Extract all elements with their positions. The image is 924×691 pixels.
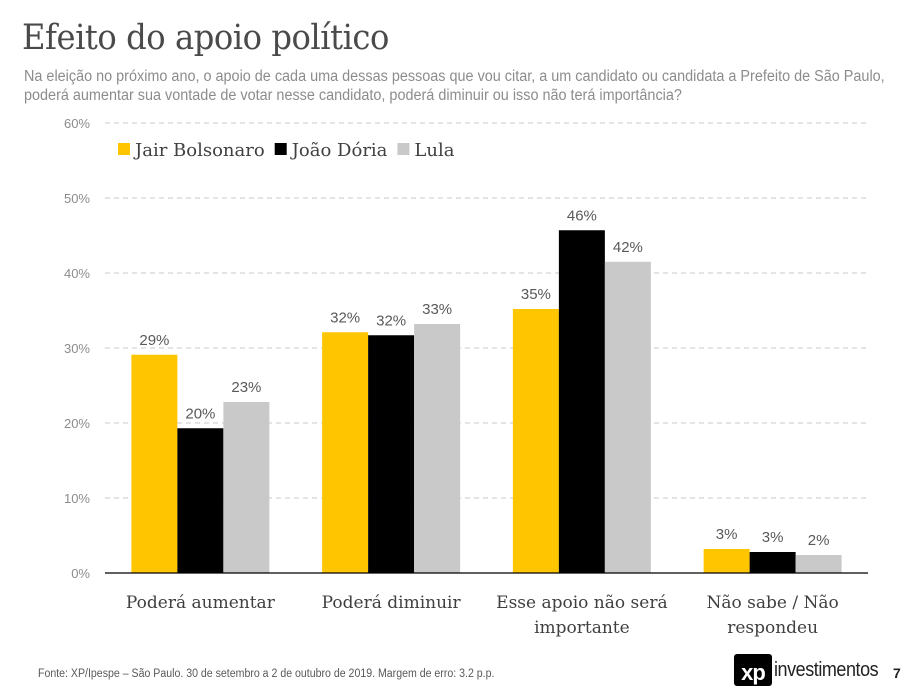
bar (703, 549, 750, 573)
bar (795, 555, 842, 573)
category-label: Poderá diminuir (322, 593, 462, 613)
category-label: Esse apoio não será (496, 593, 667, 613)
data-label: 42% (613, 239, 643, 256)
bar (414, 324, 461, 573)
bar (322, 332, 369, 573)
data-label: 23% (231, 379, 261, 396)
legend-label: Lula (414, 140, 454, 161)
legend-swatch (397, 143, 410, 155)
category-labels: Poderá aumentar Poderá diminuir Esse apoio… (126, 593, 839, 638)
xp-logo-mark: xp (734, 654, 772, 686)
bar (512, 309, 559, 573)
y-tick-label: 50% (64, 191, 90, 206)
category-label: Poderá aumentar (126, 593, 276, 613)
source-footnote: Fonte: XP/Ipespe – São Paulo. 30 de sete… (38, 668, 495, 680)
legend-label: João Dória (290, 140, 388, 161)
legend-label: Jair Bolsonaro (133, 140, 265, 161)
y-tick-label: 10% (64, 491, 90, 506)
y-axis-ticks: 0% 10% 20% 30% 40% 50% 60% (64, 116, 90, 581)
page-number: 7 (893, 665, 901, 681)
page-title: Efeito do apoio político (22, 18, 389, 58)
bar (558, 230, 605, 573)
data-label: 2% (808, 532, 830, 549)
logo-text: investimentos (774, 658, 879, 681)
xp-investimentos-logo: xp investimentos (734, 654, 890, 686)
bar (604, 261, 651, 573)
legend: Jair Bolsonaro João Dória Lula (118, 140, 455, 161)
category-label: importante (534, 618, 630, 638)
y-tick-label: 30% (64, 341, 90, 356)
data-label: 3% (716, 526, 738, 543)
data-label: 35% (521, 286, 551, 303)
bar (223, 402, 270, 573)
bar (131, 354, 178, 573)
data-label: 33% (422, 301, 452, 318)
y-tick-label: 60% (64, 116, 90, 131)
category-label: Não sabe / Não (707, 593, 839, 613)
data-label: 32% (376, 312, 406, 329)
data-labels: 29% 20% 23% 32% 32% 33% 35% 46% 42% 3% 3% 2% (139, 207, 829, 549)
y-tick-label: 20% (64, 416, 90, 431)
data-label: 29% (139, 332, 169, 349)
data-label: 3% (762, 529, 784, 546)
category-label: respondeu (727, 618, 818, 638)
y-tick-label: 40% (64, 266, 90, 281)
data-label: 20% (185, 405, 215, 422)
page-subtitle: Na eleição no próximo ano, o apoio de ca… (24, 68, 885, 104)
y-tick-label: 0% (71, 566, 90, 581)
bar (368, 335, 415, 573)
data-label: 32% (330, 309, 360, 326)
legend-swatch (118, 143, 130, 155)
legend-swatch (274, 143, 287, 155)
bar (177, 428, 224, 573)
bars (131, 230, 842, 573)
data-label: 46% (567, 207, 597, 224)
bar (749, 552, 796, 573)
